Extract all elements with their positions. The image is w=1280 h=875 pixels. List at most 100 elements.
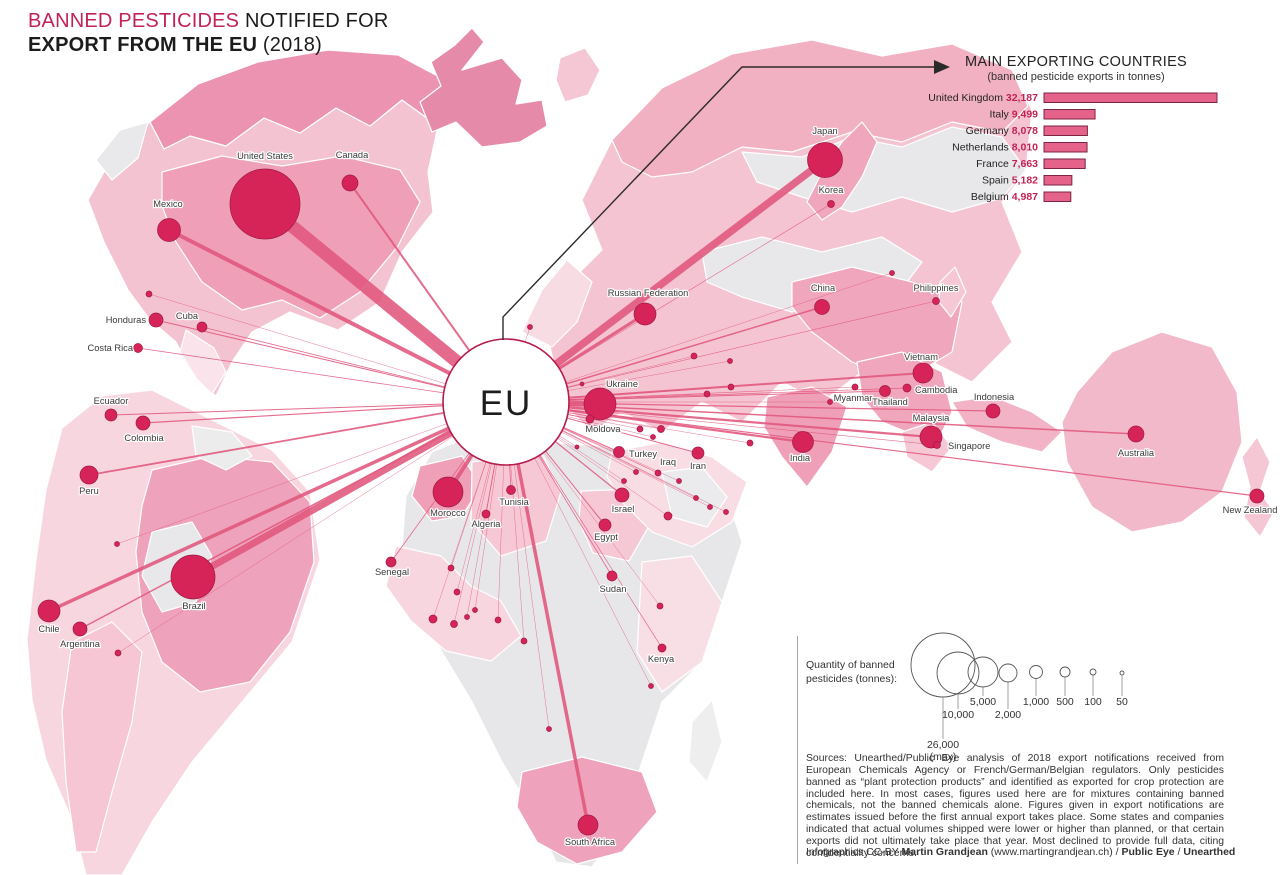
bubble-dot-16 — [690, 352, 698, 360]
flow-new-zealand — [505, 401, 1258, 497]
country-label-korea: Korea — [819, 185, 845, 195]
bubble-peru — [79, 465, 99, 485]
shape-south-africa — [516, 756, 658, 865]
country-label-iran: Iran — [690, 461, 706, 471]
bubble-dot-13 — [656, 602, 664, 610]
title-line1: BANNED PESTICIDES NOTIFIED FOR — [28, 10, 389, 32]
bubble-indonesia — [985, 403, 1001, 419]
shape-brazil — [135, 455, 315, 693]
sources-text: Sources: Unearthed/Public Eye analysis o… — [806, 753, 1224, 859]
bubble-dot-29 — [676, 478, 682, 484]
shape-indonesia — [951, 395, 1063, 453]
legend-value-max-suffix: (max) — [930, 751, 957, 763]
country-label-iraq: Iraq — [660, 457, 676, 467]
country-label-ukraine: Ukraine — [606, 379, 638, 389]
bubble-algeria — [481, 509, 491, 519]
legend-circle-1-000 — [1029, 665, 1043, 679]
bubble-dot-18 — [703, 390, 711, 398]
country-label-mexico: Mexico — [153, 199, 182, 209]
legend-circle-100 — [1089, 668, 1097, 676]
bubble-brazil — [170, 554, 216, 600]
country-label-moldova: Moldova — [585, 424, 621, 434]
country-label-russian-federation: Russian Federation — [608, 288, 689, 298]
bar-label-belgium: Belgium 4,987 — [971, 191, 1038, 203]
title-line2: EXPORT FROM THE EU (2018) — [28, 33, 322, 56]
bubble-turkey — [613, 446, 625, 458]
country-label-singapore: Singapore — [948, 441, 990, 451]
legend-divider — [797, 636, 798, 864]
bubble-russian-federation — [633, 302, 657, 326]
bubble-dot-10 — [520, 637, 528, 645]
shape-madagascar — [688, 699, 723, 783]
country-label-egypt: Egypt — [594, 532, 618, 542]
bubble-dot-2 — [114, 649, 122, 657]
bar-chart-header: MAIN EXPORTING COUNTRIES (banned pestici… — [940, 54, 1212, 83]
legend-value-26-000: 26,000 — [927, 739, 959, 751]
bar-chart-title: MAIN EXPORTING COUNTRIES — [964, 54, 1188, 70]
flow-dot-25 — [505, 272, 893, 403]
bubble-moldova — [585, 414, 595, 424]
bubble-korea — [827, 200, 835, 208]
bubble-iraq — [654, 469, 662, 477]
bar-united-kingdom — [1043, 92, 1218, 103]
bubble-singapore — [933, 441, 941, 449]
legend-circle-500 — [1059, 666, 1071, 678]
bubble-china — [814, 299, 830, 315]
bar-label-germany: Germany 8,078 — [966, 125, 1039, 137]
bubble-dot-12 — [648, 683, 654, 689]
bubble-costa-rica — [133, 343, 143, 353]
bubble-ecuador — [104, 408, 118, 422]
legend-circle-10-000 — [936, 651, 980, 695]
country-label-colombia: Colombia — [124, 433, 164, 443]
country-label-senegal: Senegal — [375, 567, 409, 577]
flow-dot-2 — [117, 401, 507, 654]
bubble-south-africa — [577, 814, 599, 836]
shape-central-america — [179, 329, 227, 395]
shape-scandinavia — [521, 259, 593, 348]
country-label-australia: Australia — [1118, 448, 1155, 458]
country-label-malaysia: Malaysia — [913, 413, 951, 423]
legend-value-100: 100 — [1084, 696, 1102, 708]
bubble-dot-31 — [693, 495, 699, 501]
bubble-honduras — [148, 312, 164, 328]
country-label-morocco: Morocco — [430, 508, 466, 518]
bar-belgium — [1043, 191, 1072, 202]
legend-value-50: 50 — [1116, 696, 1128, 708]
country-label-turkey: Turkey — [629, 449, 657, 459]
bubble-dot-6 — [450, 620, 458, 628]
bubble-cuba — [196, 321, 208, 333]
shape-alaska — [95, 121, 149, 181]
bubble-dot-7 — [464, 614, 470, 620]
bar-label-italy: Italy 9,499 — [990, 109, 1039, 121]
bubble-dot-0 — [145, 290, 153, 298]
country-label-kenya: Kenya — [648, 654, 675, 664]
country-label-japan: Japan — [812, 126, 837, 136]
legend-circle-5-000 — [967, 656, 999, 688]
country-label-peru: Peru — [79, 486, 99, 496]
size-legend-label: Quantity of banned pesticides (tonnes): — [806, 659, 898, 685]
bubble-dot-8 — [472, 607, 478, 613]
shape-iceland — [555, 47, 601, 103]
flow-ecuador — [110, 401, 507, 416]
bubble-dot-19 — [727, 383, 735, 391]
flow-japan — [503, 157, 828, 405]
country-label-new-zealand: New Zealand — [1223, 505, 1278, 515]
bubble-dot-17 — [727, 358, 733, 364]
country-label-vietnam: Vietnam — [904, 352, 938, 362]
country-label-united-states: United States — [237, 151, 293, 161]
bubble-dot-23 — [650, 434, 656, 440]
country-label-israel: Israel — [612, 504, 635, 514]
bubble-iran — [691, 446, 705, 460]
country-label-indonesia: Indonesia — [974, 392, 1015, 402]
country-label-argentina: Argentina — [60, 639, 101, 649]
page-title: BANNED PESTICIDES NOTIFIED FOR EXPORT FR… — [28, 10, 389, 57]
legend-circle-50 — [1119, 670, 1125, 676]
shape-greenland — [419, 27, 548, 148]
country-label-cuba: Cuba — [176, 311, 199, 321]
bar-netherlands — [1043, 142, 1088, 153]
bubble-dot-4 — [453, 588, 461, 596]
country-label-ecuador: Ecuador — [94, 396, 129, 406]
bar-germany — [1043, 125, 1088, 136]
